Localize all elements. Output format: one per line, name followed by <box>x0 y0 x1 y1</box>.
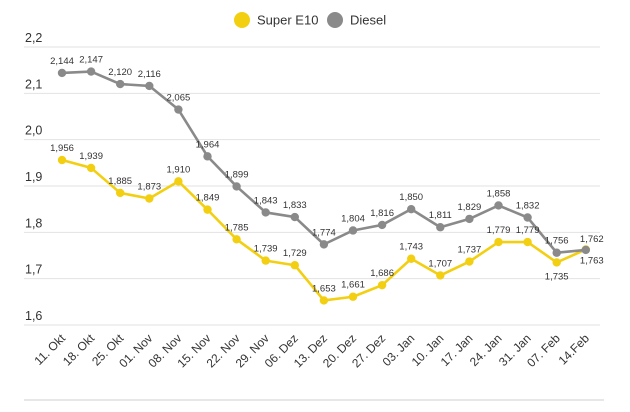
data-point-super-e10 <box>552 258 561 267</box>
data-label-super-e10: 1,779 <box>487 225 511 236</box>
data-label-diesel: 1,964 <box>196 139 220 150</box>
x-tick-label: 14.Feb <box>556 331 593 368</box>
data-point-diesel <box>436 223 445 232</box>
data-label-super-e10: 1,910 <box>167 164 191 175</box>
data-label-diesel: 1,899 <box>225 169 249 180</box>
data-label-diesel: 2,120 <box>108 67 132 78</box>
data-label-diesel: 1,829 <box>458 202 482 213</box>
data-point-diesel <box>261 208 270 217</box>
data-label-diesel: 2,144 <box>50 56 74 67</box>
data-point-super-e10 <box>261 256 270 265</box>
data-point-diesel <box>86 67 96 76</box>
data-label-super-e10: 1,661 <box>341 280 365 291</box>
data-point-super-e10 <box>145 194 154 203</box>
y-tick-label: 2,1 <box>25 77 42 91</box>
y-tick-label: 1,8 <box>25 216 42 230</box>
data-point-diesel <box>552 248 561 257</box>
data-label-super-e10: 1,956 <box>50 143 74 154</box>
data-point-super-e10 <box>348 292 358 301</box>
data-point-super-e10 <box>203 205 212 214</box>
data-label-diesel: 1,843 <box>254 195 278 206</box>
data-point-diesel <box>203 152 212 161</box>
data-point-diesel <box>174 105 183 114</box>
legend-item-super-e10: Super E10 <box>234 12 318 28</box>
data-point-diesel <box>145 81 154 91</box>
data-point-diesel <box>377 220 387 230</box>
data-label-diesel: 1,833 <box>283 200 307 211</box>
data-point-super-e10 <box>436 271 445 280</box>
legend: Super E10 Diesel <box>234 12 386 28</box>
data-label-super-e10: 1,653 <box>312 283 336 294</box>
data-point-diesel <box>232 182 241 191</box>
legend-item-diesel: Diesel <box>327 12 386 28</box>
data-label-super-e10: 1,763 <box>580 255 604 266</box>
data-point-super-e10 <box>57 155 67 165</box>
data-point-diesel <box>523 213 532 222</box>
data-label-diesel: 1,832 <box>516 201 540 212</box>
data-point-diesel <box>494 201 503 210</box>
data-label-super-e10: 1,707 <box>428 258 452 269</box>
data-label-diesel: 1,858 <box>487 188 511 199</box>
data-point-super-e10 <box>232 235 241 244</box>
data-label-super-e10: 1,735 <box>545 271 569 282</box>
data-point-diesel <box>57 68 67 78</box>
legend-label-super-e10: Super E10 <box>257 13 318 28</box>
data-label-diesel: 2,065 <box>167 93 191 104</box>
data-point-super-e10 <box>494 237 503 247</box>
y-tick-label: 1,9 <box>25 170 42 184</box>
data-label-diesel: 1,816 <box>370 208 394 219</box>
data-point-super-e10 <box>116 188 125 198</box>
data-label-super-e10: 1,729 <box>283 248 307 259</box>
data-label-diesel: 2,116 <box>138 69 161 80</box>
series-layer <box>57 67 590 305</box>
data-point-super-e10 <box>86 163 96 173</box>
data-label-super-e10: 1,743 <box>399 242 423 253</box>
y-axis-ticks: 1,6 1,7 1,8 1,9 2,0 2,1 2,2 <box>25 31 42 323</box>
data-label-diesel: 1,774 <box>312 227 336 238</box>
data-point-super-e10 <box>290 261 299 270</box>
data-point-diesel <box>581 245 590 255</box>
data-label-diesel: 1,756 <box>545 236 569 247</box>
data-point-diesel <box>465 214 474 224</box>
data-label-super-e10: 1,873 <box>137 182 161 193</box>
data-point-diesel <box>319 240 329 249</box>
y-tick-label: 2,0 <box>25 124 42 138</box>
legend-label-diesel: Diesel <box>350 13 386 28</box>
data-point-super-e10 <box>465 257 474 266</box>
data-point-diesel <box>348 226 358 235</box>
data-labels: 1,956 1,939 1,885 1,873 1,910 1,849 1,785 1,739… <box>50 55 604 295</box>
data-label-super-e10: 1,849 <box>196 193 220 204</box>
data-point-diesel <box>116 79 125 89</box>
data-label-super-e10: 1,939 <box>79 151 103 162</box>
data-label-super-e10: 1,737 <box>458 245 482 256</box>
data-point-super-e10 <box>174 177 183 186</box>
data-label-diesel: 1,762 <box>580 234 604 245</box>
data-point-super-e10 <box>319 296 329 305</box>
data-label-diesel: 1,811 <box>429 210 452 221</box>
data-label-diesel: 1,850 <box>399 192 423 203</box>
data-point-super-e10 <box>407 254 416 263</box>
legend-marker-diesel <box>327 12 343 28</box>
data-label-super-e10: 1,686 <box>370 268 394 279</box>
x-tick-label: 07. Feb <box>524 331 563 370</box>
data-label-diesel: 2,147 <box>79 55 103 66</box>
data-point-super-e10 <box>377 280 387 290</box>
y-tick-label: 1,6 <box>25 309 42 323</box>
data-label-super-e10: 1,785 <box>225 222 249 233</box>
data-label-diesel: 1,804 <box>341 213 365 224</box>
data-point-diesel <box>290 212 299 222</box>
y-tick-label: 2,2 <box>25 31 42 45</box>
data-point-diesel <box>407 204 416 214</box>
data-label-super-e10: 1,885 <box>108 176 132 187</box>
data-point-super-e10 <box>523 237 532 247</box>
y-tick-label: 1,7 <box>25 263 42 277</box>
data-label-super-e10: 1,779 <box>516 225 540 236</box>
data-label-super-e10: 1,739 <box>254 244 278 255</box>
legend-marker-super-e10 <box>234 12 250 28</box>
